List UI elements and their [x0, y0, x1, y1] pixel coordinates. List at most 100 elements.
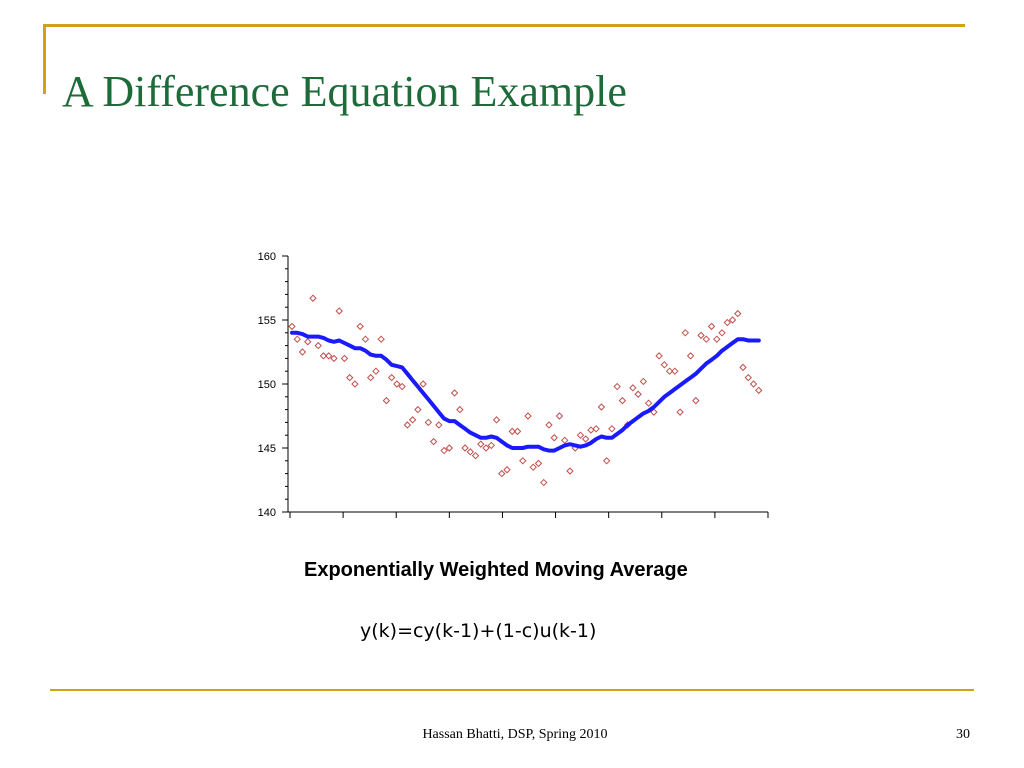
sample-point	[519, 457, 527, 465]
sample-point	[749, 380, 758, 388]
sample-point	[325, 352, 333, 360]
sample-point	[755, 386, 763, 395]
sample-point	[487, 441, 495, 450]
sample-point	[686, 352, 695, 360]
sample-point	[702, 335, 711, 343]
sample-point	[477, 440, 485, 448]
y-tick-label: 140	[258, 507, 276, 519]
sample-point	[403, 421, 412, 429]
sample-point	[671, 367, 679, 375]
moving-average-line	[290, 330, 761, 453]
sample-point	[293, 335, 301, 343]
sample-point	[576, 431, 585, 439]
sample-point	[550, 434, 558, 442]
y-tick-label: 155	[258, 315, 276, 327]
sample-point	[524, 412, 532, 420]
sample-point	[435, 421, 443, 429]
sample-point	[655, 352, 663, 360]
sample-point	[377, 335, 385, 343]
sample-point	[650, 408, 658, 416]
sample-point	[676, 408, 684, 416]
footer-divider	[50, 689, 974, 691]
sample-point	[393, 380, 401, 388]
frame-accent-left	[43, 24, 46, 94]
sample-point	[597, 403, 606, 411]
sample-point	[304, 338, 312, 346]
sample-point	[739, 363, 747, 372]
sample-point	[629, 384, 637, 392]
sample-point	[545, 421, 553, 429]
sample-point	[440, 446, 448, 455]
sample-point	[734, 309, 742, 318]
sample-point	[445, 444, 454, 452]
sample-point	[471, 451, 480, 460]
sample-point	[361, 335, 370, 343]
chart-caption: Exponentially Weighted Moving Average	[304, 559, 688, 581]
sample-point	[665, 367, 674, 375]
sample-point	[382, 396, 391, 405]
y-tick-label: 160	[258, 251, 276, 263]
sample-point	[492, 416, 501, 424]
sample-point	[540, 478, 548, 487]
sample-point	[503, 466, 511, 474]
sample-point	[309, 294, 317, 302]
y-tick-label: 145	[258, 443, 276, 455]
frame-accent-top	[43, 24, 965, 27]
sample-point	[387, 373, 396, 382]
sample-point	[372, 367, 380, 375]
sample-point	[608, 425, 616, 433]
sample-point	[634, 390, 642, 398]
sample-point	[707, 322, 716, 331]
sample-point	[644, 399, 653, 407]
footer-credit: Hassan Bhatti, DSP, Spring 2010	[422, 727, 608, 742]
sample-point	[314, 341, 322, 350]
sample-point	[356, 322, 364, 331]
sample-point	[718, 329, 726, 337]
sample-point	[319, 352, 328, 360]
sample-point	[450, 389, 459, 397]
sample-point	[561, 436, 569, 445]
sample-point	[330, 354, 338, 363]
sample-point	[592, 425, 600, 433]
sample-point	[728, 316, 737, 324]
sample-point	[408, 416, 417, 424]
sample-point	[744, 373, 752, 382]
sample-point	[298, 348, 307, 356]
sample-point	[681, 329, 690, 337]
sample-point	[340, 354, 349, 363]
page-number: 30	[956, 727, 970, 742]
sample-point	[613, 382, 621, 391]
sample-point	[618, 396, 627, 405]
sample-point	[419, 380, 427, 388]
sample-point	[566, 467, 574, 475]
sample-point	[366, 373, 375, 382]
sample-point	[456, 405, 464, 414]
slide-title: A Difference Equation Example	[62, 67, 627, 116]
sample-point	[555, 412, 564, 420]
sample-point	[581, 435, 590, 443]
sample-point	[429, 437, 438, 446]
sample-point	[723, 318, 731, 327]
difference-equation: y(k)=cy(k-1)+(1-c)u(k-1)	[360, 620, 597, 642]
sample-point	[461, 444, 469, 452]
sample-point	[692, 396, 700, 405]
sample-point	[529, 463, 537, 471]
sample-point	[351, 380, 359, 388]
sample-point	[508, 427, 516, 436]
sample-point	[482, 444, 490, 452]
sample-point	[713, 335, 721, 343]
sample-point	[414, 405, 422, 414]
sample-point	[288, 322, 296, 331]
sample-point	[602, 457, 611, 465]
sample-point	[398, 382, 406, 391]
sample-point	[424, 418, 433, 427]
y-tick-label: 150	[258, 379, 276, 391]
ewma-chart: 160 155 150 145 140	[258, 251, 769, 519]
sample-point	[345, 373, 354, 382]
sample-point	[587, 426, 595, 434]
sample-point	[498, 469, 506, 478]
sample-point	[466, 448, 475, 456]
sample-point	[534, 459, 543, 468]
sample-point	[513, 427, 522, 436]
sample-point	[335, 307, 343, 315]
